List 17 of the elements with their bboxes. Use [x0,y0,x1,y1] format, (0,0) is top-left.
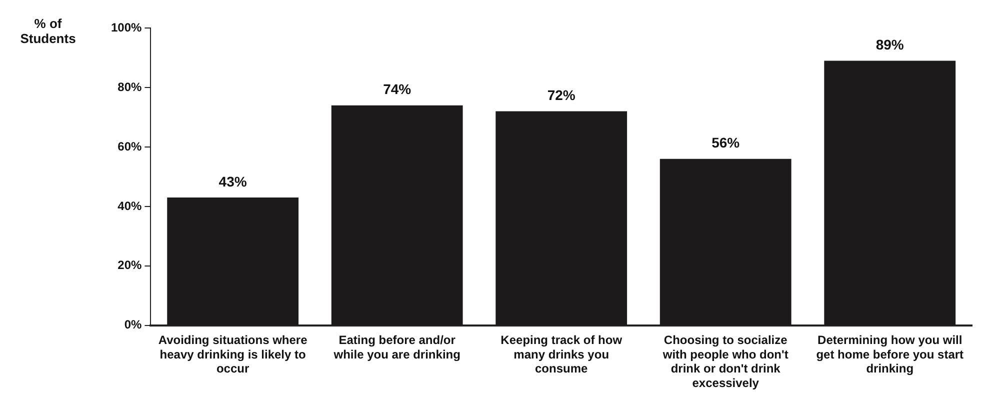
data-label: 43% [218,173,248,190]
y-tick-label: 20% [118,258,142,272]
data-label: 56% [712,134,740,151]
x-tick-label: Choosing to socialize with people who don't drink or don't drink excessively [662,332,788,390]
data-label: 74% [383,81,412,98]
y-tick-label: 100% [110,20,142,34]
y-tick-label: 80% [118,80,142,94]
x-tick-label: Keeping track of how many drinks you consume [500,332,623,376]
y-axis-title: % of Students [20,16,76,46]
y-tick-label: 40% [118,198,142,213]
x-tick-label: Eating before and/or while you are drinking [332,332,460,362]
x-tick-label: Determining how you will get home before you start drinking [816,332,964,376]
data-label: 89% [876,36,904,53]
x-tick-label: Avoiding situations where heavy drinking is likely to occur [158,332,308,376]
y-tick-label: 0% [124,318,142,332]
data-label: 72% [547,87,576,104]
y-tick-label: 60% [118,139,142,154]
